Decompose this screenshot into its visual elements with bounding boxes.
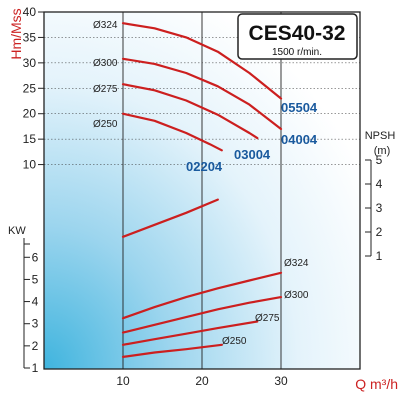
head-tick-label-2: 20: [23, 107, 37, 121]
npsh-tick-label-0: 1: [376, 249, 383, 263]
npsh-tick-label-4: 5: [376, 153, 383, 167]
npsh-tick-label-3: 4: [376, 177, 383, 191]
head-curve-0: [121, 22, 283, 100]
x-axis: 10 20 30: [116, 374, 288, 388]
kw-tick-label-3: 4: [32, 295, 39, 309]
head-curve-3: [121, 112, 223, 152]
kw-curve-2: [121, 320, 259, 346]
head-curve-label-275: Ø275: [93, 84, 118, 95]
npsh-tick-label-1: 2: [376, 225, 383, 239]
head-tick-label-3: 25: [23, 81, 37, 95]
head-curve-label-300: Ø300: [93, 58, 118, 69]
kw-tick-label-2: 3: [32, 317, 39, 331]
kw-tick-label-1: 2: [32, 339, 39, 353]
kw-curve-label-324: Ø324: [284, 258, 309, 269]
kw-axis: 1 2 3 4 5 6: [24, 250, 39, 375]
head-axis-label: Hm/Mss: [8, 8, 24, 59]
kw-curve-3: [121, 343, 223, 358]
kw-curve-1: [121, 296, 283, 334]
model-label-04004: 04004: [281, 132, 318, 147]
kw-axis-label: KW: [8, 225, 26, 237]
kw-curve-label-300: Ø300: [284, 290, 309, 301]
x-tick-label-2: 30: [274, 374, 288, 388]
kw-curve-0: [121, 271, 283, 320]
kw-tick-label-4: 5: [32, 272, 39, 286]
kw-tick-label-5: 6: [32, 250, 39, 264]
npsh-axis: 1 2 3 4 5: [365, 153, 383, 263]
head-tick-label-5: 35: [23, 30, 37, 44]
head-axis: 10 15 20 25 30 35 40: [23, 5, 44, 172]
head-tick-label-6: 40: [23, 5, 37, 19]
model-label-02204: 02204: [186, 159, 223, 174]
head-curve-2: [121, 83, 259, 140]
npsh-curve-0: [121, 198, 219, 238]
title-box: [237, 13, 358, 60]
npsh-tick-label-2: 3: [376, 201, 383, 215]
curves: [121, 22, 283, 358]
npsh-axis-label: NPSH: [365, 130, 396, 142]
head-tick-label-4: 30: [23, 56, 37, 70]
chart-title: CES40-32: [249, 22, 346, 45]
model-label-05504: 05504: [281, 100, 318, 115]
x-tick-label-0: 10: [116, 374, 130, 388]
kw-curve-label-275: Ø275: [255, 313, 280, 324]
x-tick-label-1: 20: [195, 374, 209, 388]
kw-tick-label-0: 1: [32, 361, 39, 375]
model-label-03004: 03004: [234, 147, 271, 162]
head-curve-label-250: Ø250: [93, 119, 118, 130]
head-curve-label-324: Ø324: [93, 20, 118, 31]
head-curve-1: [121, 57, 283, 131]
chart-subtitle: 1500 r/min.: [272, 47, 322, 58]
npsh-axis-unit: (m): [374, 145, 391, 157]
x-axis-label: Q m³/h: [355, 376, 398, 392]
plot-frame: [43, 11, 361, 370]
kw-curve-label-250: Ø250: [222, 336, 247, 347]
head-tick-label-0: 10: [23, 158, 37, 172]
head-tick-label-1: 15: [23, 132, 37, 146]
